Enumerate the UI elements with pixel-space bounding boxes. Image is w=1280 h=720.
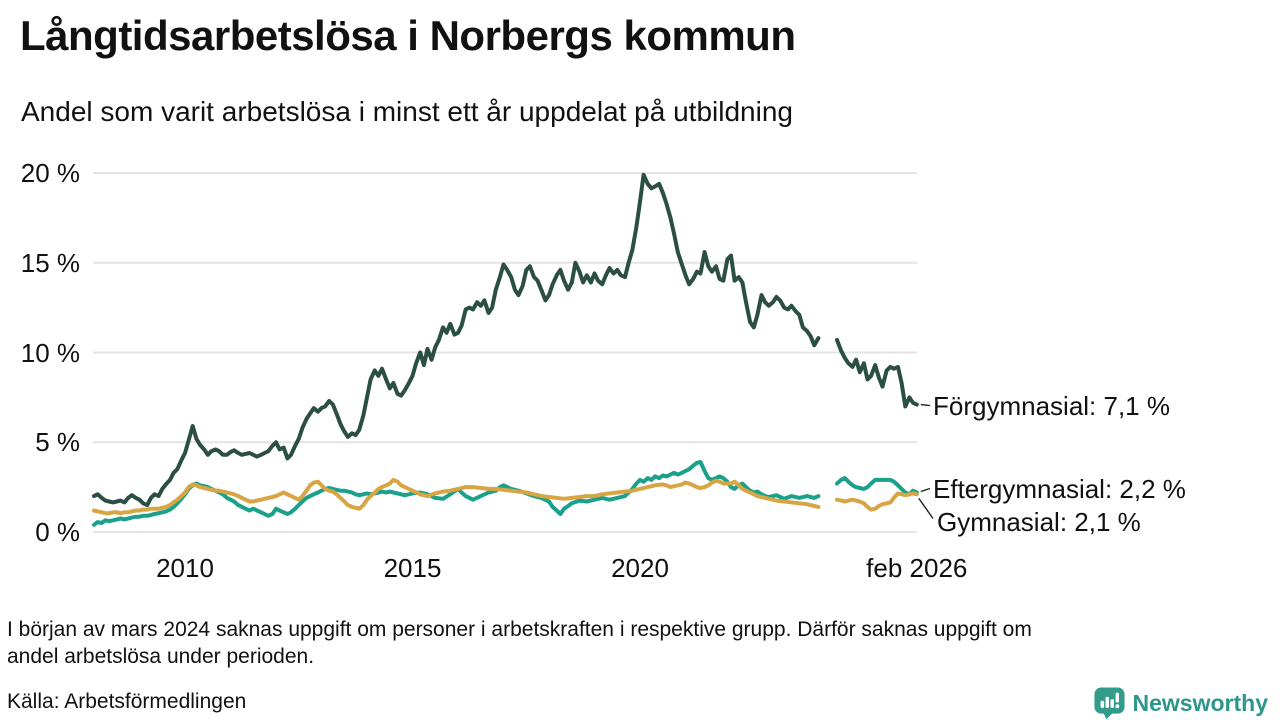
y-axis-tick-label: 10 %	[20, 337, 80, 368]
newsworthy-chart-pin-icon	[1093, 687, 1125, 720]
series-lines	[92, 172, 919, 527]
x-axis-tick-label: feb 2026	[866, 553, 968, 583]
label-connector-lines	[918, 403, 934, 519]
y-axis-tick-label: 0 %	[35, 517, 80, 547]
series-line-förgymnasial	[92, 172, 821, 508]
newsworthy-logo: Newsworthy	[1093, 686, 1268, 720]
x-axis-tick-label: 2015	[383, 553, 442, 583]
footnote-line-1: I början av mars 2024 saknas uppgift om …	[7, 618, 1032, 641]
label-connector	[920, 403, 931, 407]
newsworthy-wordmark: Newsworthy	[1132, 689, 1268, 716]
series-line-gymnasial	[92, 477, 821, 516]
series-line-förgymnasial	[835, 337, 919, 409]
label-connector	[920, 487, 931, 493]
x-axis-tick-label: 2020	[611, 553, 669, 583]
series-end-label-eftergymnasial: Eftergymnasial: 2,2 %	[933, 473, 1186, 504]
label-connector	[918, 497, 934, 519]
y-axis-tick-label: 5 %	[35, 427, 80, 458]
y-axis-tick-label: 15 %	[20, 247, 80, 278]
chart-title: Långtidsarbetslösa i Norbergs kommun	[20, 12, 796, 59]
source-note: Källa: Arbetsförmedlingen	[7, 690, 247, 713]
gridlines	[93, 172, 917, 533]
y-axis-tick-label: 20 %	[20, 158, 80, 188]
footnote-line-2: andel arbetslösa under perioden.	[7, 645, 315, 668]
footnote: I början av mars 2024 saknas uppgift om …	[7, 616, 1032, 670]
series-line-gymnasial	[835, 491, 919, 512]
series-line-eftergymnasial	[835, 476, 919, 497]
series-line-eftergymnasial	[92, 460, 821, 527]
chart-subtitle: Andel som varit arbetslösa i minst ett å…	[21, 96, 793, 127]
series-end-label-forgymnasial: Förgymnasial: 7,1 %	[933, 390, 1170, 421]
series-end-label-gymnasial: Gymnasial: 2,1 %	[937, 506, 1141, 537]
x-axis-tick-label: 2010	[156, 553, 214, 583]
